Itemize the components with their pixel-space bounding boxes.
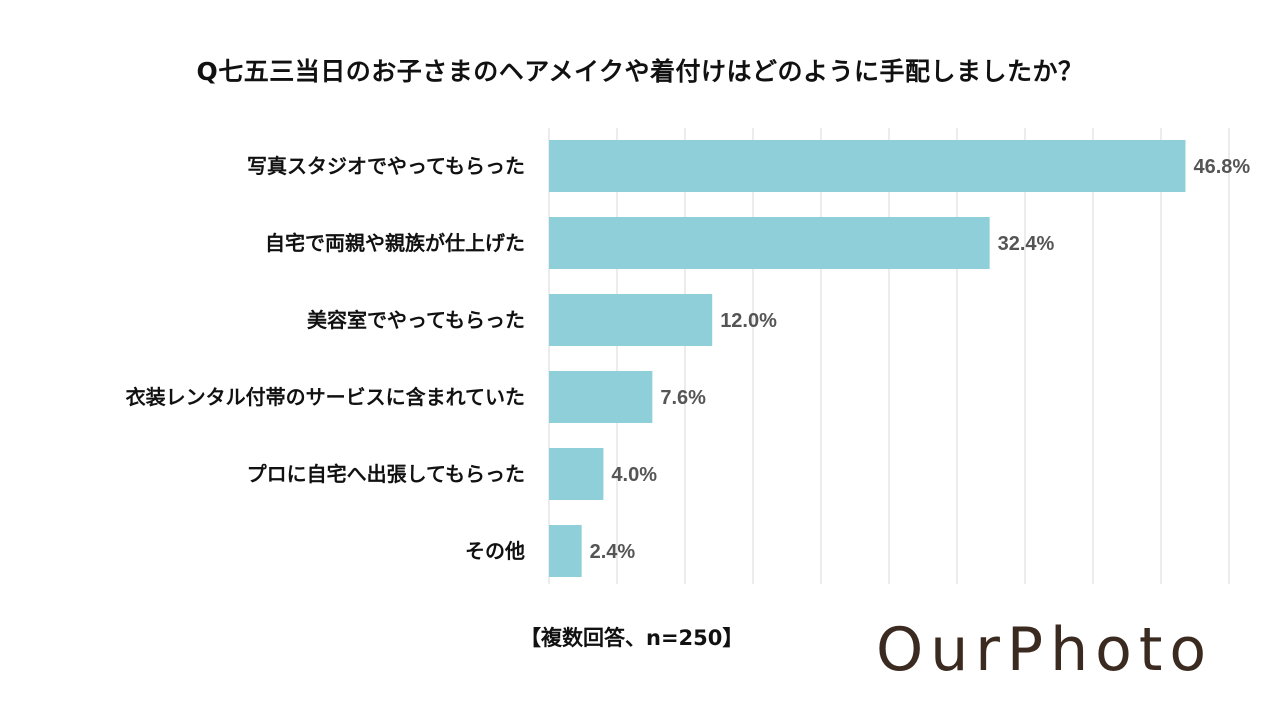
bar <box>549 217 990 269</box>
bar <box>549 525 582 577</box>
bar <box>549 140 1186 192</box>
bar <box>549 448 604 500</box>
value-label: 7.6% <box>660 387 706 409</box>
chart-title: Q七五三当日のお子さまのヘアメイクや着付けはどのように手配しましたか？ <box>196 57 1084 86</box>
value-label: 2.4% <box>590 541 636 563</box>
bar <box>549 371 653 423</box>
value-label: 4.0% <box>611 464 657 486</box>
value-label: 32.4% <box>998 233 1055 255</box>
value-label: 46.8% <box>1193 156 1250 178</box>
labels: 写真スタジオでやってもらった 46.8% 自宅で両親や親族が仕上げた 32.4% 美容室… <box>126 154 1251 563</box>
sample-note: 【複数回答、n=250】 <box>520 626 744 650</box>
value-label: 12.0% <box>720 310 777 332</box>
bars <box>549 140 1186 577</box>
category-label: 写真スタジオでやってもらった <box>247 154 525 178</box>
ourphoto-logo: OurPhoto <box>876 615 1214 685</box>
category-label: 美容室でやってもらった <box>307 308 525 332</box>
category-label: 衣装レンタル付帯のサービスに含まれていた <box>126 385 525 409</box>
category-label: 自宅で両親や親族が仕上げた <box>265 231 525 255</box>
category-label: プロに自宅へ出張してもらった <box>247 462 525 486</box>
category-label: その他 <box>465 539 525 563</box>
bar <box>549 294 713 346</box>
grid-lines <box>548 128 1230 584</box>
